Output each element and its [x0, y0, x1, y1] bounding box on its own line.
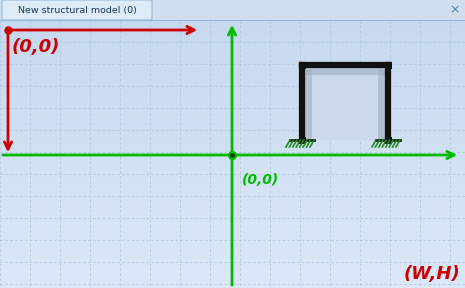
Bar [385, 137, 392, 143]
Bar [299, 62, 306, 69]
Bar [0, 0, 465, 20]
Text: (0,0): (0,0) [12, 38, 60, 56]
Bar [302, 65, 388, 140]
FancyBboxPatch shape [2, 0, 152, 20]
Bar [304, 68, 386, 75]
Text: (W,H): (W,H) [403, 265, 460, 283]
Bar [299, 137, 306, 143]
Bar [385, 62, 392, 69]
Bar [305, 69, 312, 140]
Bar [378, 69, 385, 140]
Text: New structural model (0): New structural model (0) [18, 6, 136, 15]
Text: ×: × [450, 3, 460, 16]
Text: (0,0): (0,0) [242, 173, 279, 187]
